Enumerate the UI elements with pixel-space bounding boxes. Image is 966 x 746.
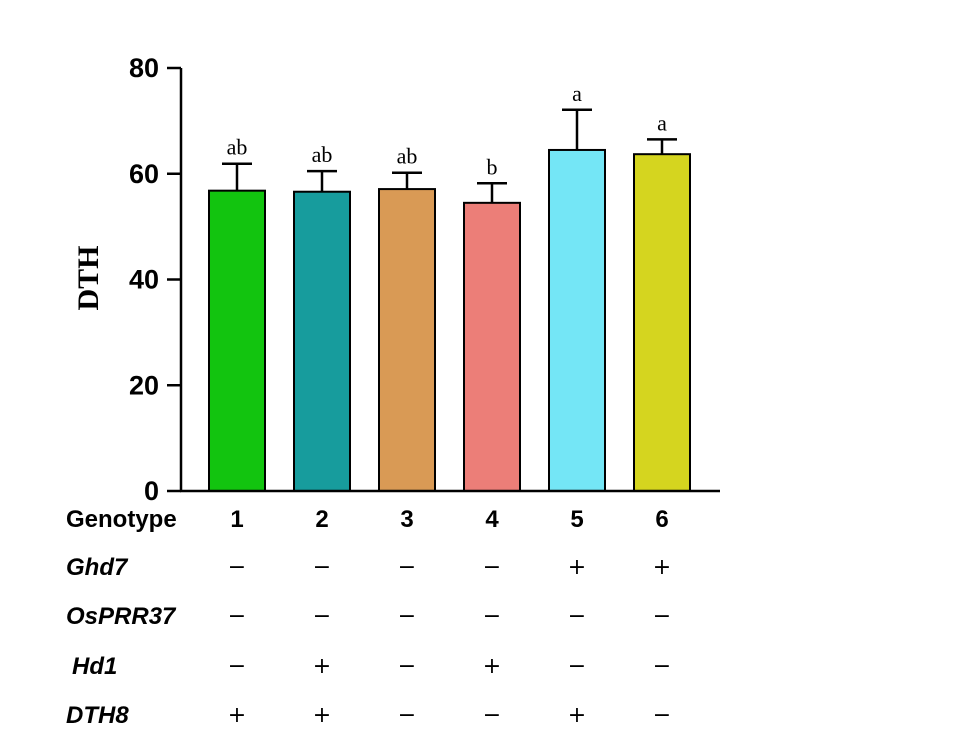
significance-label: a [572, 81, 582, 106]
category-label: 2 [315, 506, 328, 533]
error-bars [222, 108, 677, 203]
bar [293, 190, 351, 492]
genotype-mark: + [313, 654, 331, 679]
genotype-mark: − [483, 604, 501, 629]
genotype-mark: + [228, 703, 246, 728]
y-tick-label: 40 [129, 265, 159, 295]
significance-labels: ab ab ab b a a [227, 81, 668, 179]
genotype-table: Ghd7 − − − − + + OsPRR37 − − − − − − Hd1 − + − + − − DTH8 + + − −… [66, 554, 671, 729]
gene-label: Ghd7 [66, 554, 129, 581]
significance-label: b [487, 154, 498, 179]
genotype-mark: − [568, 654, 586, 679]
gene-label: OsPRR37 [66, 603, 177, 630]
significance-label: ab [397, 144, 418, 169]
genotype-mark: − [483, 555, 501, 580]
category-label: 6 [655, 506, 668, 533]
y-axis-label: DTH [72, 245, 105, 310]
category-label: 4 [485, 506, 499, 533]
genotype-mark: − [653, 604, 671, 629]
gene-label: Hd1 [72, 653, 117, 680]
significance-label: ab [227, 135, 248, 160]
category-label: 1 [230, 506, 243, 533]
y-axis: 0 20 40 60 80 [129, 53, 183, 506]
genotype-mark: − [653, 703, 671, 728]
y-tick-label: 20 [129, 370, 159, 400]
genotype-mark: − [653, 654, 671, 679]
genotype-row-label: Genotype [66, 506, 177, 533]
bar [548, 148, 606, 493]
genotype-mark: − [483, 703, 501, 728]
y-tick-label: 80 [129, 53, 159, 83]
category-labels: 1 2 3 4 5 6 [230, 506, 668, 533]
genotype-mark: − [398, 604, 416, 629]
genotype-mark: − [398, 703, 416, 728]
genotype-mark: − [398, 654, 416, 679]
bar [633, 153, 691, 492]
category-label: 3 [400, 506, 413, 533]
genotype-mark: − [313, 555, 331, 580]
genotype-mark: − [228, 654, 246, 679]
genotype-mark: + [653, 555, 671, 580]
gene-label: DTH8 [66, 702, 129, 729]
genotype-mark: − [568, 604, 586, 629]
bars [208, 148, 691, 493]
bar [463, 201, 521, 493]
bar [378, 188, 436, 493]
genotype-mark: − [313, 604, 331, 629]
genotype-mark: + [568, 555, 586, 580]
genotype-mark: − [228, 604, 246, 629]
genotype-mark: − [228, 555, 246, 580]
genotype-mark: − [398, 555, 416, 580]
y-tick-label: 60 [129, 159, 159, 189]
genotype-mark: + [483, 654, 501, 679]
genotype-mark: + [568, 703, 586, 728]
significance-label: a [657, 110, 667, 135]
genotype-mark: + [313, 703, 331, 728]
category-label: 5 [570, 506, 583, 533]
bar [208, 189, 266, 492]
significance-label: ab [312, 142, 333, 167]
y-tick-label: 0 [144, 476, 159, 506]
